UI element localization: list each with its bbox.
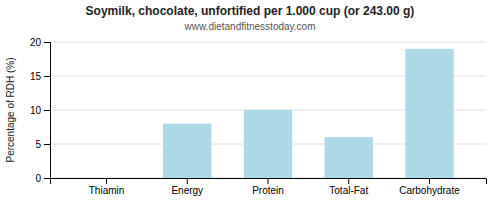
x-tick-mark bbox=[429, 178, 430, 184]
x-tick-label: Thiamin bbox=[89, 185, 125, 196]
bar bbox=[244, 110, 292, 178]
y-axis: 0 5 10 15 20 bbox=[30, 37, 51, 184]
y-tick: 10 bbox=[30, 105, 50, 116]
x-tick-mark bbox=[348, 178, 349, 184]
y-tick-mark bbox=[44, 42, 50, 43]
y-axis-line bbox=[44, 43, 51, 179]
chart-svg: Soymilk, chocolate, unfortified per 1.00… bbox=[0, 0, 500, 200]
y-axis-title: Percentage of RDH (%) bbox=[5, 57, 16, 162]
y-tick-label: 10 bbox=[30, 105, 42, 116]
y-tick: 15 bbox=[30, 71, 50, 82]
y-tick-label: 0 bbox=[35, 173, 41, 184]
y-tick-label: 20 bbox=[30, 37, 42, 48]
x-axis-line bbox=[51, 179, 487, 185]
chart-container: Soymilk, chocolate, unfortified per 1.00… bbox=[0, 0, 500, 200]
y-tick-mark bbox=[44, 144, 50, 145]
plot-area: 0 5 10 15 20 Thiamin Energy Protein Total-Fat Car… bbox=[30, 37, 487, 196]
x-tick: Total-Fat bbox=[329, 178, 368, 196]
title: Soymilk, chocolate, unfortified per 1.00… bbox=[86, 4, 415, 18]
y-tick: 20 bbox=[30, 37, 50, 48]
y-tick-mark bbox=[44, 178, 50, 179]
x-axis: Thiamin Energy Protein Total-Fat Carbohydrat… bbox=[51, 178, 487, 196]
marks bbox=[163, 49, 454, 178]
x-tick: Carbohydrate bbox=[399, 178, 460, 196]
x-tick-mark bbox=[106, 178, 107, 184]
x-tick-mark bbox=[187, 178, 188, 184]
x-tick-label: Protein bbox=[252, 185, 284, 196]
x-tick-label: Carbohydrate bbox=[399, 185, 460, 196]
grid bbox=[50, 42, 486, 178]
y-tick-mark bbox=[44, 110, 50, 111]
y-tick-mark bbox=[44, 76, 50, 77]
x-tick: Protein bbox=[252, 178, 284, 196]
bar bbox=[405, 49, 453, 178]
y-tick-label: 5 bbox=[35, 139, 41, 150]
bar bbox=[82, 178, 130, 179]
y-tick: 5 bbox=[35, 139, 50, 150]
x-tick-label: Total-Fat bbox=[329, 185, 368, 196]
x-tick-mark bbox=[268, 178, 269, 184]
subtitle: www.dietandfitnesstoday.com bbox=[184, 21, 316, 32]
bar bbox=[163, 124, 211, 178]
x-tick: Thiamin bbox=[89, 178, 125, 196]
bar bbox=[325, 137, 373, 178]
y-tick: 0 bbox=[35, 173, 50, 184]
grid-line bbox=[50, 42, 486, 43]
y-tick-label: 15 bbox=[30, 71, 42, 82]
x-tick: Energy bbox=[171, 178, 203, 196]
x-tick-label: Energy bbox=[171, 185, 203, 196]
